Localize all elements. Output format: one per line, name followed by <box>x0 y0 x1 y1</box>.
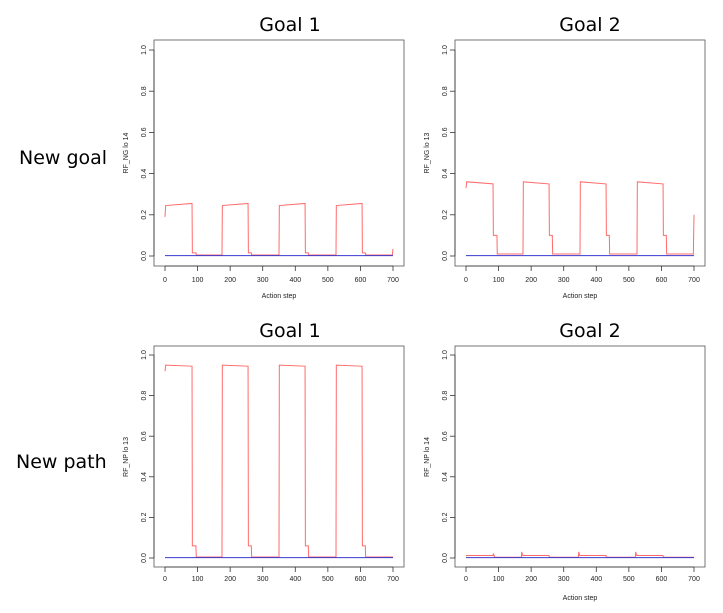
panel-2-y-tick-label: 0.4 <box>442 169 449 179</box>
row-label-new-path: New path <box>16 451 107 473</box>
panel-2-y-tick-label: 0.6 <box>442 127 449 137</box>
panel-2-y-tick-label: 0.2 <box>442 210 449 220</box>
panel-3-y-tick-label: 0.8 <box>141 391 148 401</box>
panel-2-x-tick-label: 300 <box>558 277 570 284</box>
panel-1-x-tick-label: 700 <box>387 277 399 284</box>
panel-1-y-tick-label: 1.0 <box>141 45 148 55</box>
panel-3-x-tick-label: 300 <box>257 576 269 583</box>
panel-4-x-axis-label: Action step <box>563 595 598 602</box>
panel-1-x-tick-label: 200 <box>224 277 236 284</box>
panel-4-y-tick-label: 1.0 <box>442 350 449 360</box>
panel-3-x-tick-label: 500 <box>322 576 334 583</box>
panel-1-x-tick-label: 0 <box>163 277 167 284</box>
panel-3-y-tick-label: 1.0 <box>141 350 148 360</box>
panel-4-x-tick-label: 700 <box>688 576 700 583</box>
panel-3-series-main-line <box>164 364 393 558</box>
panel-4-y-axis-label: RF_NP lo 14 <box>424 437 431 477</box>
panel-2-x-tick-label: 100 <box>493 277 505 284</box>
panel-2-y-tick-label: 1.0 <box>442 45 449 55</box>
panel-1-y-tick-label: 0.8 <box>141 86 148 96</box>
panel-3-x-tick-label: 200 <box>224 576 236 583</box>
panel-4-y-tick-label: 0.8 <box>442 391 449 401</box>
panel-4-y-tick-label: 0.4 <box>442 472 449 482</box>
panel-2-y-axis-label: RF_NG lo 13 <box>424 132 431 173</box>
panel-4-frame <box>454 345 706 568</box>
panel-2-x-tick-label: 400 <box>590 277 602 284</box>
panel-4-x-tick-label: 200 <box>525 576 537 583</box>
panel-2-y-tick-label: 0.8 <box>442 86 449 96</box>
panel-2-y-tick-label: 0.0 <box>442 251 449 261</box>
panel-2-x-tick-label: 600 <box>656 277 668 284</box>
panel-title-goal1-bottom: Goal 1 <box>259 320 321 342</box>
panel-4-y-tick-label: 0.2 <box>442 512 449 522</box>
panel-1-y-tick-label: 0.4 <box>141 169 148 179</box>
panel-1-x-tick-label: 500 <box>322 277 334 284</box>
panel-3-y-tick-label: 0.4 <box>141 472 148 482</box>
panel-2-x-tick-label: 500 <box>623 277 635 284</box>
panel-4-x-tick-label: 500 <box>623 576 635 583</box>
panel-3-y-tick-label: 0.2 <box>141 512 148 522</box>
panel-4-x-tick-label: 600 <box>656 576 668 583</box>
panel-title-goal1-top: Goal 1 <box>259 14 321 36</box>
panel-1-y-tick-label: 0.0 <box>141 251 148 261</box>
panel-1-x-tick-label: 100 <box>192 277 204 284</box>
panel-3-y-tick-label: 0.6 <box>141 431 148 441</box>
panel-1-y-axis-label: RF_NG lo 14 <box>123 132 130 173</box>
panel-1-y-tick-label: 0.6 <box>141 127 148 137</box>
panel-title-goal2-top: Goal 2 <box>559 14 621 36</box>
panel-4-series-main-line <box>465 551 694 558</box>
panel-4-x-tick-label: 400 <box>590 576 602 583</box>
panel-2-series-main-line <box>465 181 695 255</box>
panel-1-y-tick-label: 0.2 <box>141 210 148 220</box>
panel-4-x-tick-label: 0 <box>464 576 468 583</box>
panel-1-series-main-line <box>164 202 394 256</box>
panel-3-x-tick-label: 700 <box>387 576 399 583</box>
panel-4-x-tick-label: 300 <box>558 576 570 583</box>
panel-4-x-tick-label: 100 <box>493 576 505 583</box>
panel-2-x-axis-label: Action step <box>563 293 598 300</box>
panel-title-goal2-bottom: Goal 2 <box>559 320 621 342</box>
panel-2-x-tick-label: 0 <box>464 277 468 284</box>
panel-3-x-tick-label: 600 <box>355 576 367 583</box>
panel-1-x-tick-label: 300 <box>257 277 269 284</box>
row-label-new-goal: New goal <box>19 147 108 169</box>
panel-2-x-tick-label: 700 <box>688 277 700 284</box>
panel-2-x-tick-label: 200 <box>525 277 537 284</box>
panel-1-x-tick-label: 400 <box>289 277 301 284</box>
panel-3-x-tick-label: 400 <box>289 576 301 583</box>
panel-1-x-tick-label: 600 <box>355 277 367 284</box>
panel-1-x-axis-label: Action step <box>262 293 297 300</box>
panel-4-y-tick-label: 0.6 <box>442 431 449 441</box>
panel-3-x-tick-label: 100 <box>192 576 204 583</box>
panel-3-x-tick-label: 0 <box>163 576 167 583</box>
panel-3-y-axis-label: RF_NP lo 13 <box>123 437 130 477</box>
panel-4-y-tick-label: 0.0 <box>442 553 449 563</box>
panel-3-y-tick-label: 0.0 <box>141 553 148 563</box>
